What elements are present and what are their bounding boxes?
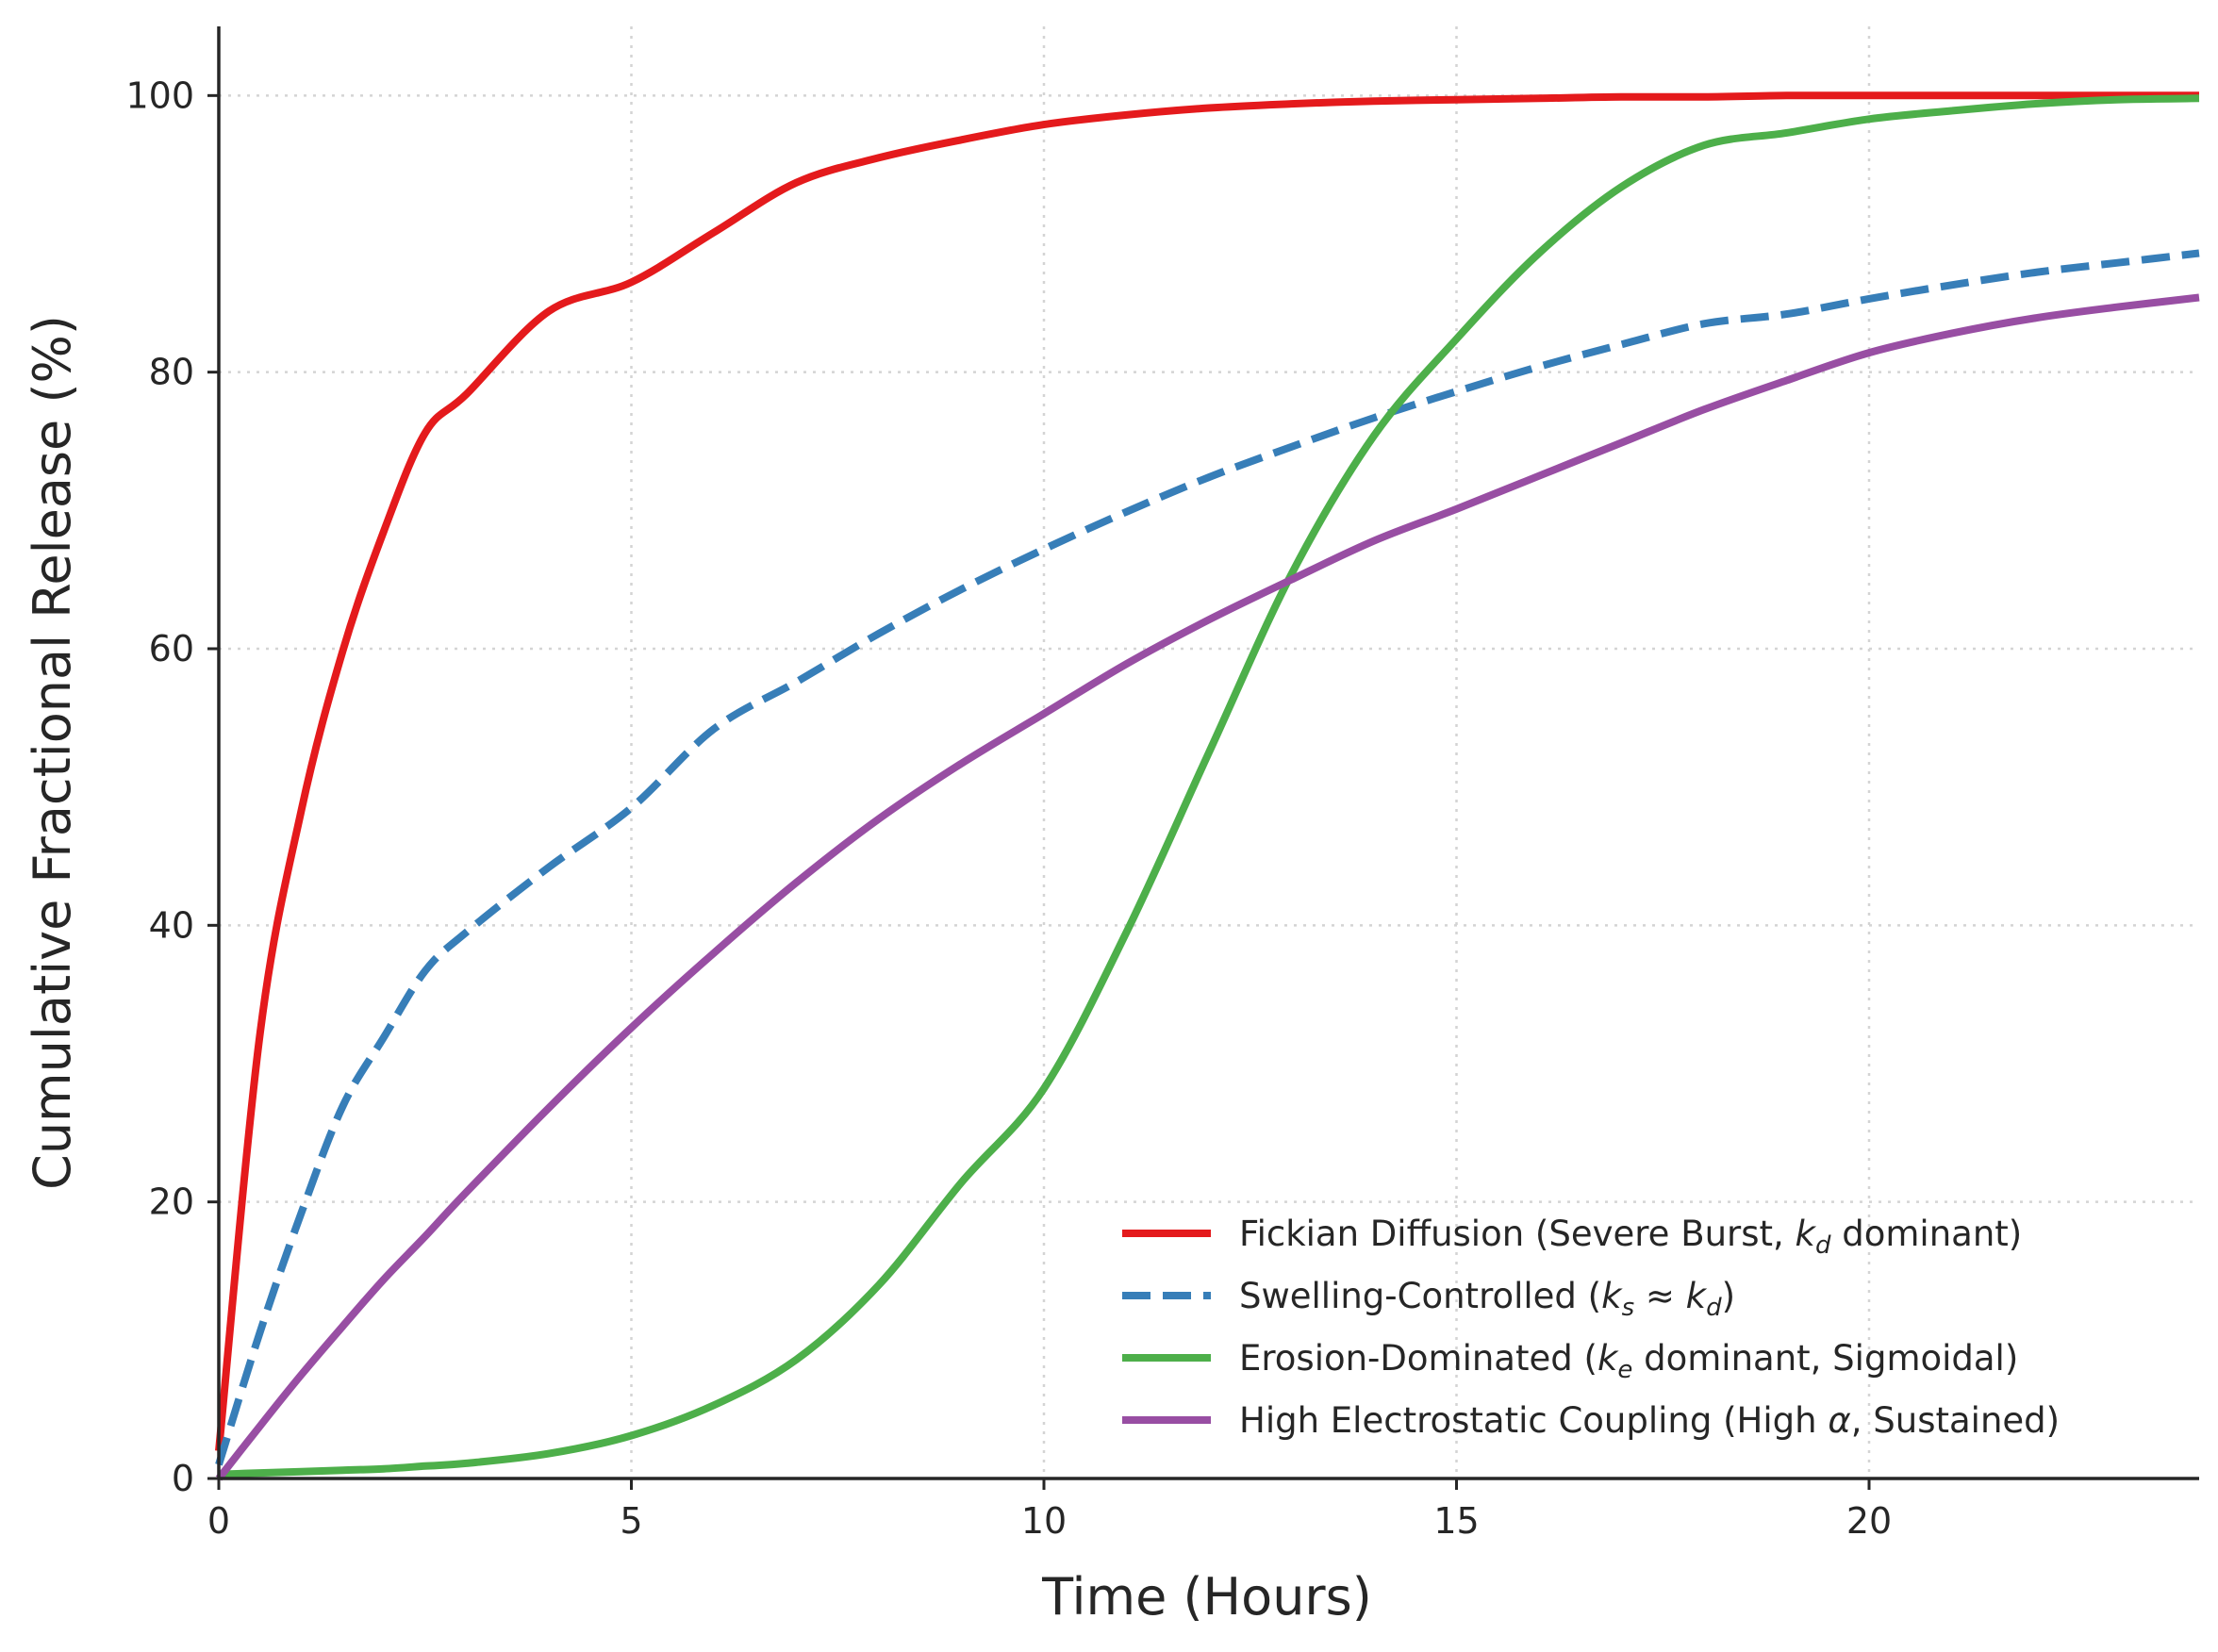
x-tick-label: 15: [1433, 1500, 1479, 1542]
x-tick-label: 0: [207, 1500, 230, 1542]
series-line-1: [215, 91, 2199, 1452]
legend-label-3: Erosion-Dominated (ke​ dominant, Sigmoid…: [1239, 1338, 2018, 1384]
tick-labels: 0 5 10 15 20 0 20 40 60 80 100: [125, 74, 1892, 1542]
y-tick-label: 60: [149, 628, 194, 669]
y-tick-label: 40: [149, 904, 194, 946]
y-axis-title: Cumulative Fractional Release (%): [23, 315, 82, 1190]
legend-label-2: Swelling-Controlled (ks​ ≈ kd​): [1239, 1276, 1735, 1322]
legend-label-4: High Electrostatic Coupling (High α, Sus…: [1239, 1400, 2060, 1441]
x-axis-title: Time (Hours): [1041, 1567, 1372, 1627]
series-line-4: [215, 293, 2200, 1481]
series-line-2: [215, 249, 2200, 1466]
x-tick-label: 10: [1021, 1500, 1067, 1542]
y-tick-label: 80: [149, 352, 194, 393]
y-tick-label: 20: [149, 1181, 194, 1223]
y-tick-label: 0: [172, 1458, 194, 1499]
series-lines: [215, 91, 2200, 1481]
series-line-3: [218, 94, 2200, 1479]
legend: Fickian Diffusion (Severe Burst, kd​ dom…: [1122, 1214, 2060, 1441]
x-tick-label: 20: [1846, 1500, 1892, 1542]
x-tick-label: 5: [620, 1500, 642, 1542]
legend-label-1: Fickian Diffusion (Severe Burst, kd​ dom…: [1239, 1214, 2022, 1260]
y-tick-label: 100: [125, 74, 194, 116]
